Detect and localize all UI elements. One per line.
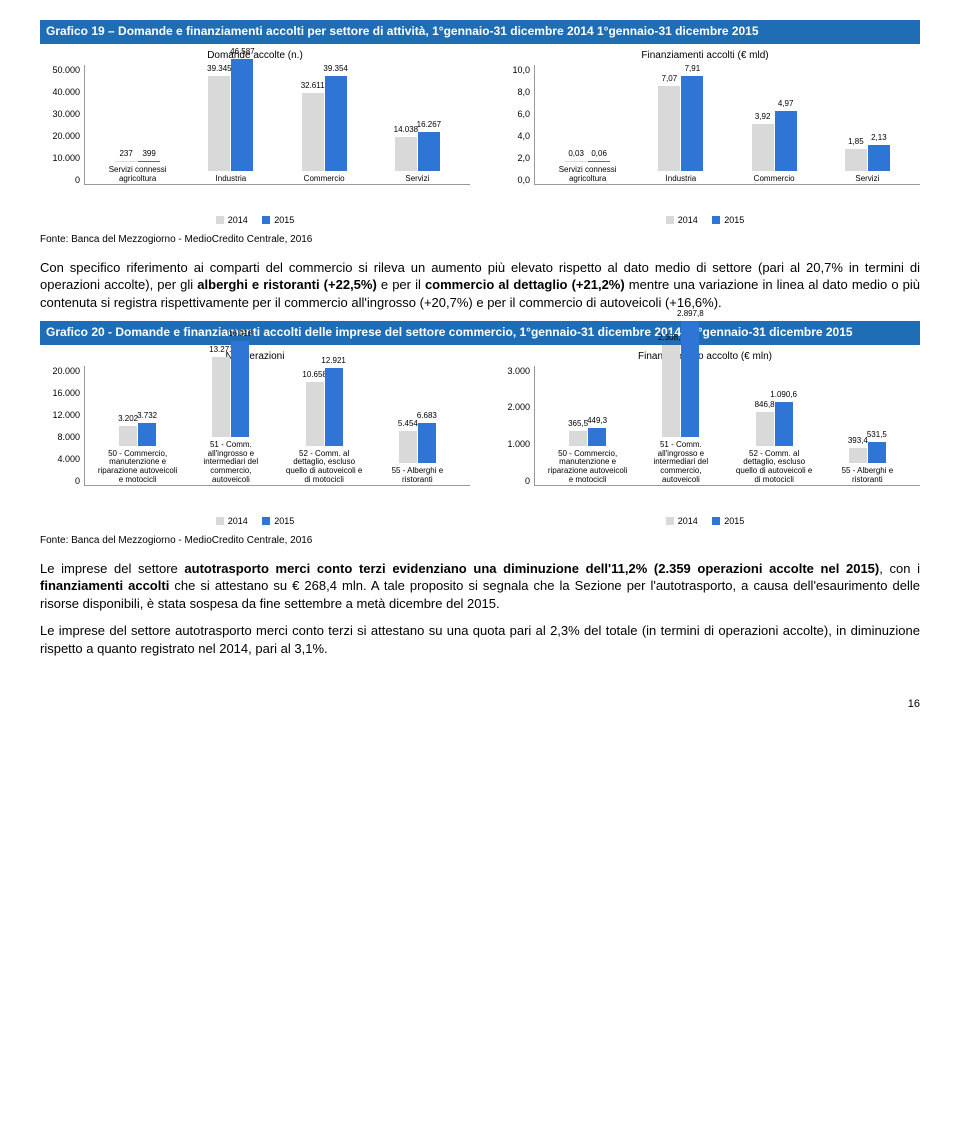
paragraph-3: Le imprese del settore autotrasporto mer… — [40, 622, 920, 657]
legend-2015: 2015 — [274, 215, 294, 225]
legend-swatch-2015 — [262, 517, 270, 525]
chart20-left-legend: 2014 2015 — [40, 516, 470, 527]
chart20-source: Fonte: Banca del Mezzogiorno - MedioCred… — [40, 535, 920, 546]
legend-swatch-2015 — [262, 216, 270, 224]
chart20-row: N. operazioni 20.00016.00012.0008.0004.0… — [40, 351, 920, 527]
paragraph-1: Con specifico riferimento ai comparti de… — [40, 259, 920, 312]
chart19-source: Fonte: Banca del Mezzogiorno - MedioCred… — [40, 234, 920, 245]
legend-swatch-2014 — [666, 216, 674, 224]
paragraph-2: Le imprese del settore autotrasporto mer… — [40, 560, 920, 613]
chart19-left-legend: 2014 2015 — [40, 215, 470, 226]
chart19-right: Finanziamenti accolti (€ mld) 10,08,06,0… — [490, 50, 920, 226]
chart20-left-plot: 3.2023.73250 - Commercio, manutenzione e… — [84, 366, 470, 486]
legend-swatch-2014 — [216, 216, 224, 224]
chart19-left: Domande accolte (n.) 50.00040.00030.0002… — [40, 50, 470, 226]
chart20-right-yaxis: 3.0002.0001.0000 — [490, 366, 534, 486]
legend-2015: 2015 — [724, 516, 744, 526]
legend-swatch-2015 — [712, 517, 720, 525]
legend-swatch-2014 — [666, 517, 674, 525]
chart19-left-plot: 237399Servizi connessi agricoltura39.345… — [84, 65, 470, 185]
chart20-right: Finanziamento accolto (€ mln) 3.0002.000… — [490, 351, 920, 527]
chart20-right-legend: 2014 2015 — [490, 516, 920, 527]
legend-swatch-2014 — [216, 517, 224, 525]
chart19-title: Grafico 19 – Domande e finanziamenti acc… — [40, 20, 920, 44]
legend-2014: 2014 — [228, 516, 248, 526]
chart20-left-yaxis: 20.00016.00012.0008.0004.0000 — [40, 366, 84, 486]
chart19-right-legend: 2014 2015 — [490, 215, 920, 226]
chart19-right-yaxis: 10,08,06,04,02,00,0 — [490, 65, 534, 185]
legend-2014: 2014 — [228, 215, 248, 225]
chart19-right-plot: 0,030,06Servizi connessi agricoltura7,07… — [534, 65, 920, 185]
legend-2014: 2014 — [678, 215, 698, 225]
page-number: 16 — [40, 698, 920, 710]
chart20-left: N. operazioni 20.00016.00012.0008.0004.0… — [40, 351, 470, 527]
chart19-left-yaxis: 50.00040.00030.00020.00010.0000 — [40, 65, 84, 185]
legend-2015: 2015 — [724, 215, 744, 225]
legend-2015: 2015 — [274, 516, 294, 526]
chart20-right-plot: 365,5449,350 - Commercio, manutenzione e… — [534, 366, 920, 486]
legend-swatch-2015 — [712, 216, 720, 224]
chart19-row: Domande accolte (n.) 50.00040.00030.0002… — [40, 50, 920, 226]
legend-2014: 2014 — [678, 516, 698, 526]
